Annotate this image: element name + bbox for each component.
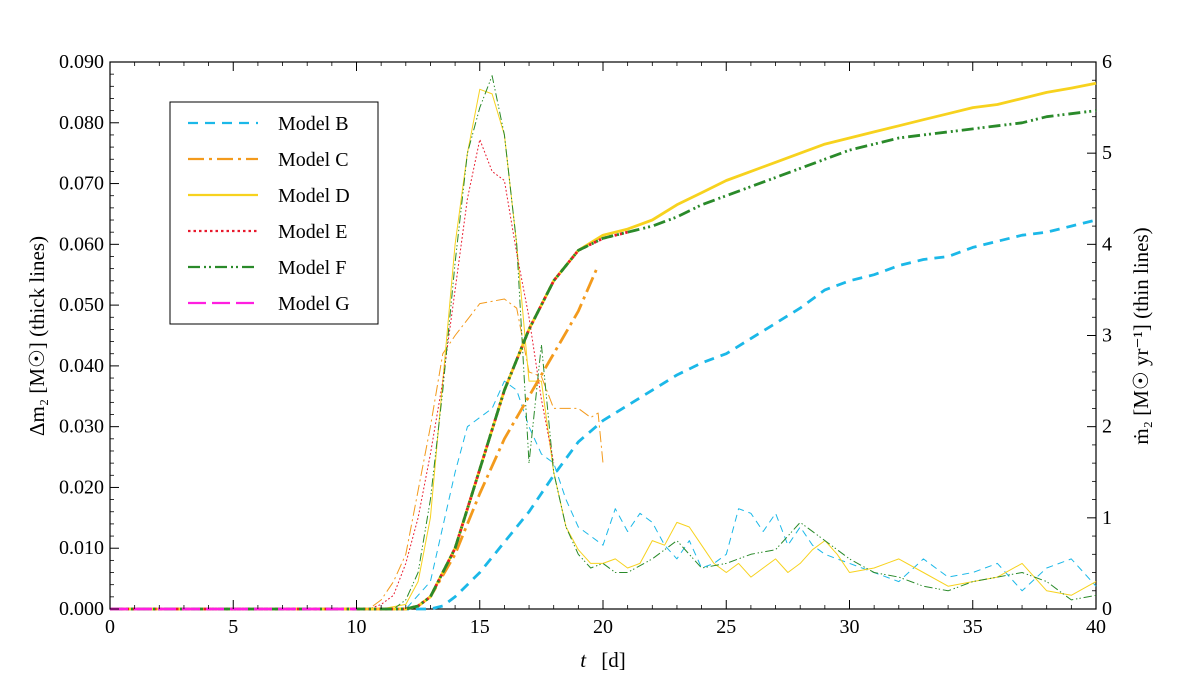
legend: Model B Model C Model D Model E Model F Model… — [169, 101, 379, 325]
y-left-tick-label: 0.070 — [59, 173, 104, 195]
rate-line-model-c — [110, 298, 604, 610]
x-axis-var: t — [580, 648, 587, 672]
y-right-tick-label: 4 — [1102, 233, 1112, 255]
y-left-tick-label: 0.000 — [59, 598, 104, 620]
ticks-layer: 0 5 10 15 20 25 30 35 400.0000.0100.0200.0300.04… — [59, 51, 1112, 638]
x-tick-label: 30 — [840, 616, 860, 638]
legend-label-model-d: Model D — [278, 185, 350, 207]
y-right-tick-label: 5 — [1102, 142, 1112, 164]
y-left-tick-label: 0.090 — [59, 51, 104, 73]
legend-items: Model B Model C Model D Model E Model F Model… — [188, 113, 350, 315]
x-tick-label: 15 — [470, 616, 490, 638]
legend-label-model-g: Model G — [278, 293, 350, 315]
y-right-tick-label: 3 — [1102, 325, 1112, 347]
legend-label-model-e: Model E — [278, 221, 347, 243]
y-left-tick-label: 0.010 — [59, 537, 104, 559]
rate-line-model-d — [110, 88, 1097, 610]
y-left-tick-label: 0.080 — [59, 112, 104, 134]
x-axis-unit: [d] — [601, 648, 626, 672]
x-tick-label: 35 — [963, 616, 983, 638]
y-right-tick-label: 0 — [1102, 598, 1112, 620]
legend-label-model-c: Model C — [278, 149, 349, 171]
legend-label-model-f: Model F — [278, 257, 346, 279]
rate-line-model-f — [110, 75, 1097, 610]
rate-line-model-e — [110, 139, 555, 610]
y-left-tick-label: 0.040 — [59, 355, 104, 377]
y-right-axis-label: ṁ₂ [M☉ yr⁻¹] (thin lines) — [1129, 227, 1153, 444]
legend-box — [169, 101, 379, 325]
y-right-tick-label: 1 — [1102, 507, 1112, 529]
x-tick-label: 40 — [1086, 616, 1106, 638]
rate-line-model-b — [110, 380, 1097, 610]
x-tick-label: 0 — [105, 616, 115, 638]
y-left-tick-label: 0.030 — [59, 416, 104, 438]
mass-lines-layer — [110, 81, 1097, 611]
y-left-tick-label: 0.060 — [59, 233, 104, 255]
y-right-tick-label: 2 — [1102, 416, 1112, 438]
x-tick-label: 10 — [347, 616, 367, 638]
mass-line-model-b — [110, 218, 1097, 611]
x-tick-label: 25 — [716, 616, 736, 638]
legend-label-model-b: Model B — [278, 113, 349, 135]
y-right-tick-label: 6 — [1102, 51, 1112, 73]
mass-line-model-f — [110, 109, 1097, 611]
x-axis-label: t [d] — [580, 648, 626, 672]
y-left-tick-label: 0.020 — [59, 476, 104, 498]
y-left-tick-label: 0.050 — [59, 294, 104, 316]
x-tick-label: 20 — [593, 616, 613, 638]
x-tick-label: 5 — [228, 616, 238, 638]
y-left-axis-label: Δm₂ [M☉] (thick lines) — [25, 236, 49, 436]
